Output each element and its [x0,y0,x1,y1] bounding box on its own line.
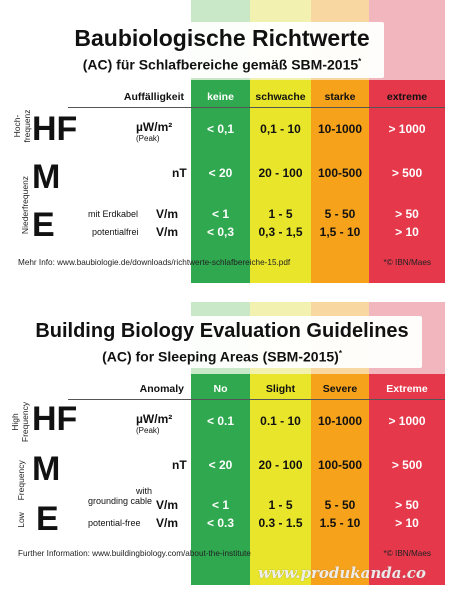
value-e1-extreme: > 50 [395,207,419,221]
value-m-severe: 100-500 [317,166,363,180]
card-title: Baubiologische Richtwerte [74,25,370,51]
unit-e-grounded: V/m [156,498,179,512]
letter-m: M [32,158,61,196]
value-m-extreme: > 500 [391,166,423,180]
letter-e: E [32,206,55,244]
letter-hf: HF [32,400,78,438]
value-hf-severe: 10-1000 [317,122,363,136]
side-label-hf: High Frequency [10,401,30,443]
letter-m: M [32,450,61,488]
letter-e: E [36,500,59,538]
value-m-severe: 100-500 [317,458,363,472]
footer-copyright: *© IBN/Maes [383,258,431,267]
value-hf-extreme: > 1000 [388,122,426,136]
watermark-text: www.produkanda.co [258,564,426,582]
value-hf-extreme: > 1000 [388,414,426,428]
header-extreme: extreme [386,91,428,103]
footer-info: Mehr Info: www.baubiologie.de/downloads/… [18,258,291,267]
unit-e-grounded: V/m [156,207,179,221]
value-e1-none: < 1 [211,207,229,221]
value-hf-none: < 0,1 [206,122,235,136]
value-e1-extreme: > 50 [395,498,419,512]
value-hf-slight: 0.1 - 10 [260,414,301,428]
title-box: Baubiologische Richtwerte (AC) für Schla… [60,22,384,78]
value-hf-severe: 10-1000 [317,414,363,428]
header-none: keine [207,91,234,103]
value-e1-none: < 1 [211,498,229,512]
header-extreme: Extreme [386,383,428,395]
desc-e-grounded: mit Erdkabel [88,209,139,219]
value-m-extreme: > 500 [391,458,423,472]
guideline-card-english: Building Biology Evaluation Guidelines (… [8,302,445,585]
side-label-lf: Niederfrequenz [20,175,30,235]
value-e1-slight: 1 - 5 [268,207,293,221]
card-subtitle: (AC) for Sleeping Areas (SBM-2015)* [102,348,342,365]
header-none: No [213,383,228,395]
header-anomaly: Auffälligkeit [123,91,184,103]
value-e1-severe: 5 - 50 [324,207,356,221]
value-e2-slight: 0.3 - 1.5 [258,516,303,530]
value-e2-severe: 1,5 - 10 [319,225,361,239]
value-e2-extreme: > 10 [395,516,419,530]
value-m-none: < 20 [208,166,233,180]
footer-info: Further Information: www.buildingbiology… [18,549,251,558]
letter-hf: HF [32,110,78,148]
card-subtitle: (AC) für Schlafbereiche gemäß SBM-2015* [82,56,362,73]
value-e1-severe: 5 - 50 [324,498,356,512]
side-label-lf: Low Frequency [16,460,26,528]
header-divider [68,107,445,108]
header-severe: Severe [322,383,358,395]
value-hf-none: < 0.1 [206,414,235,428]
value-m-none: < 20 [208,458,233,472]
unit-hf: µW/m² (Peak) [136,412,173,435]
desc-e-grounded: with grounding cable [87,486,152,506]
value-e2-none: < 0,3 [206,225,235,239]
footer-copyright: *© IBN/Maes [383,549,431,558]
unit-m: nT [172,166,187,180]
header-anomaly: Anomaly [139,383,184,395]
card-title: Building Biology Evaluation Guidelines [35,320,409,342]
unit-m: nT [172,458,187,472]
header-severe: starke [324,91,356,103]
value-e2-none: < 0.3 [206,516,235,530]
side-label-hf: Hoch- frequenz [12,109,32,143]
value-e2-severe: 1.5 - 10 [319,516,361,530]
unit-hf: µW/m² (Peak) [136,120,173,143]
value-e2-slight: 0,3 - 1,5 [258,225,303,239]
guideline-card-german: Baubiologische Richtwerte (AC) für Schla… [8,0,445,283]
desc-e-floating: potential-free [88,518,141,528]
header-slight: schwache [255,91,306,103]
value-e2-extreme: > 10 [395,225,419,239]
value-m-slight: 20 - 100 [258,166,303,180]
unit-e-floating: V/m [156,225,179,239]
title-box: Building Biology Evaluation Guidelines (… [22,316,422,368]
value-hf-slight: 0,1 - 10 [260,122,301,136]
value-e1-slight: 1 - 5 [268,498,293,512]
header-divider [68,399,445,400]
unit-e-floating: V/m [156,516,179,530]
header-slight: Slight [265,383,296,395]
desc-e-floating: potentialfrei [92,227,139,237]
value-m-slight: 20 - 100 [258,458,303,472]
